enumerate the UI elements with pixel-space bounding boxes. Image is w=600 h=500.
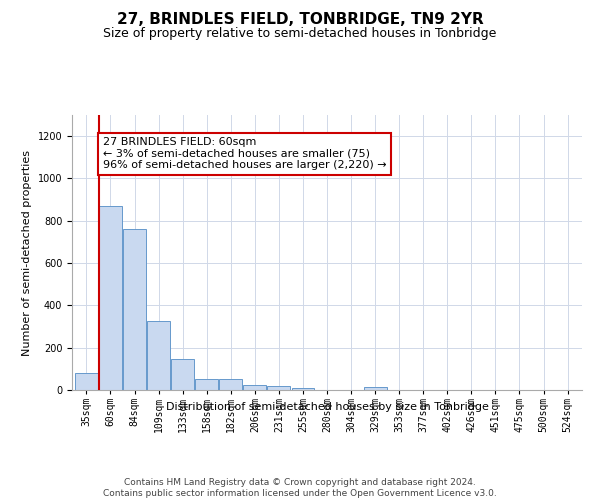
Text: 27, BRINDLES FIELD, TONBRIDGE, TN9 2YR: 27, BRINDLES FIELD, TONBRIDGE, TN9 2YR (116, 12, 484, 28)
Bar (244, 384, 266, 390)
Y-axis label: Number of semi-detached properties: Number of semi-detached properties (22, 150, 32, 356)
Bar (75, 373, 98, 390)
Bar (268, 386, 290, 390)
Bar (171, 360, 194, 390)
Bar (364, 387, 386, 390)
Bar (195, 380, 218, 390)
Text: 27 BRINDLES FIELD: 60sqm
← 3% of semi-detached houses are smaller (75)
96% of se: 27 BRINDLES FIELD: 60sqm ← 3% of semi-de… (103, 137, 386, 170)
Bar (220, 380, 242, 390)
Bar (292, 388, 314, 390)
Bar (99, 206, 122, 390)
Text: Contains HM Land Registry data © Crown copyright and database right 2024.
Contai: Contains HM Land Registry data © Crown c… (103, 478, 497, 498)
Text: Size of property relative to semi-detached houses in Tonbridge: Size of property relative to semi-detach… (103, 28, 497, 40)
Bar (147, 322, 170, 390)
Bar (123, 229, 146, 390)
Text: Distribution of semi-detached houses by size in Tonbridge: Distribution of semi-detached houses by … (166, 402, 488, 412)
